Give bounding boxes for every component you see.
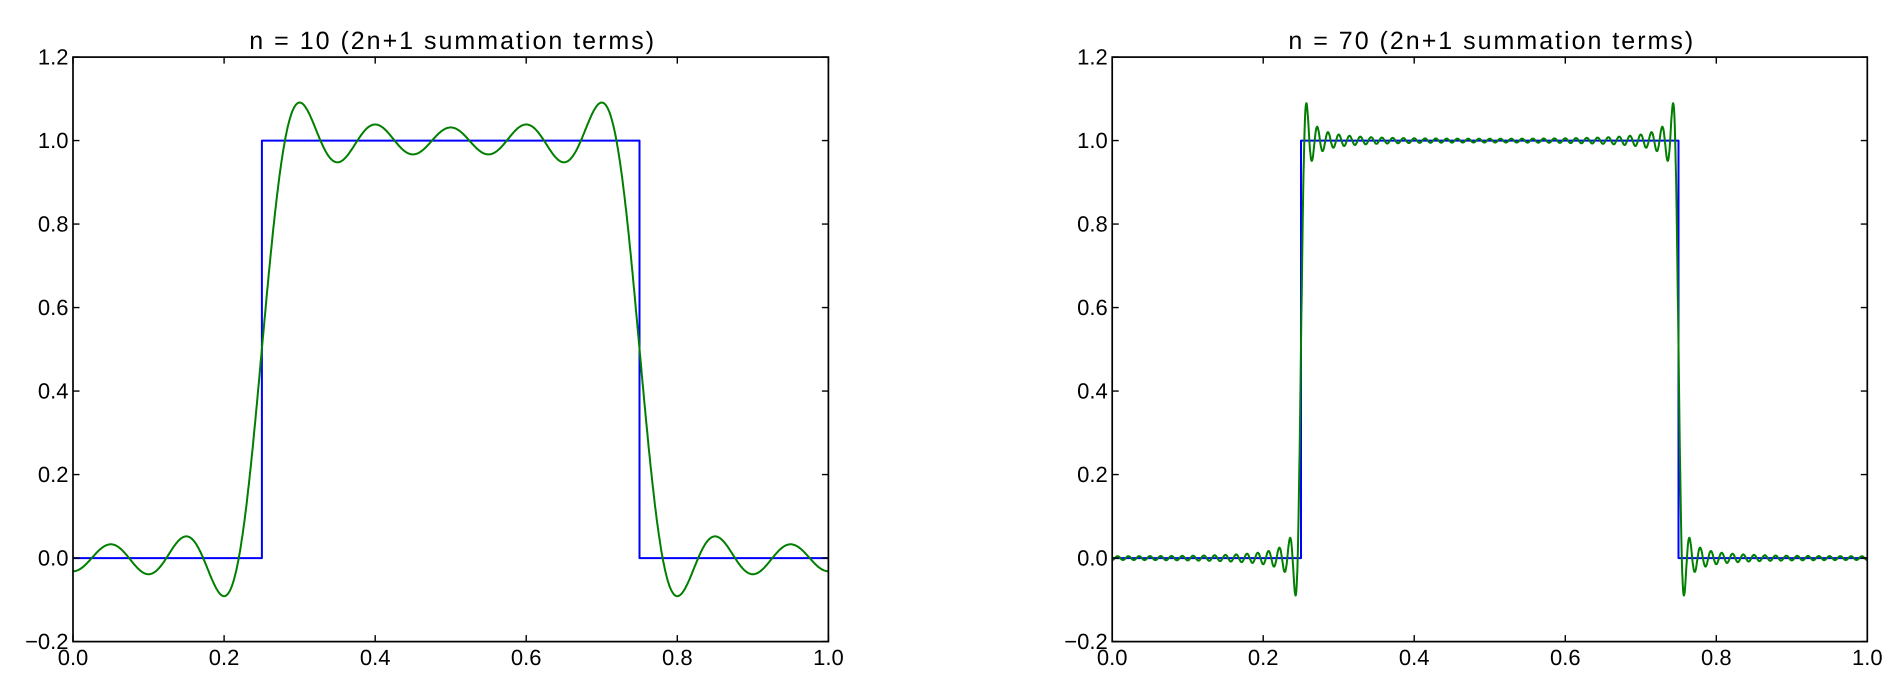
svg-text:0.8: 0.8 bbox=[38, 212, 69, 237]
svg-text:0.2: 0.2 bbox=[1077, 462, 1108, 487]
svg-text:0.0: 0.0 bbox=[38, 546, 69, 571]
svg-text:0.4: 0.4 bbox=[38, 379, 69, 404]
svg-text:0.8: 0.8 bbox=[662, 645, 693, 670]
svg-text:0.0: 0.0 bbox=[1097, 645, 1128, 670]
svg-text:−0.2: −0.2 bbox=[1064, 629, 1107, 654]
svg-text:1.0: 1.0 bbox=[1077, 128, 1108, 153]
svg-text:0.2: 0.2 bbox=[209, 645, 240, 670]
svg-text:n = 10 (2n+1 summation terms): n = 10 (2n+1 summation terms) bbox=[249, 27, 656, 55]
svg-text:1.2: 1.2 bbox=[1077, 45, 1108, 70]
svg-text:1.0: 1.0 bbox=[813, 645, 844, 670]
svg-text:0.2: 0.2 bbox=[1248, 645, 1279, 670]
svg-text:1.0: 1.0 bbox=[1852, 645, 1883, 670]
svg-text:0.8: 0.8 bbox=[1701, 645, 1732, 670]
svg-text:0.0: 0.0 bbox=[58, 645, 89, 670]
svg-text:0.8: 0.8 bbox=[1077, 212, 1108, 237]
svg-text:n = 70 (2n+1 summation terms): n = 70 (2n+1 summation terms) bbox=[1288, 27, 1695, 55]
svg-text:0.6: 0.6 bbox=[511, 645, 542, 670]
svg-text:0.2: 0.2 bbox=[38, 462, 69, 487]
svg-text:−0.2: −0.2 bbox=[25, 629, 68, 654]
svg-text:0.4: 0.4 bbox=[360, 645, 391, 670]
svg-text:0.0: 0.0 bbox=[1077, 546, 1108, 571]
svg-text:1.0: 1.0 bbox=[38, 128, 69, 153]
svg-text:0.6: 0.6 bbox=[38, 295, 69, 320]
svg-text:0.4: 0.4 bbox=[1399, 645, 1430, 670]
svg-text:0.6: 0.6 bbox=[1550, 645, 1581, 670]
svg-text:0.4: 0.4 bbox=[1077, 379, 1108, 404]
svg-text:0.6: 0.6 bbox=[1077, 295, 1108, 320]
svg-text:1.2: 1.2 bbox=[38, 45, 69, 70]
